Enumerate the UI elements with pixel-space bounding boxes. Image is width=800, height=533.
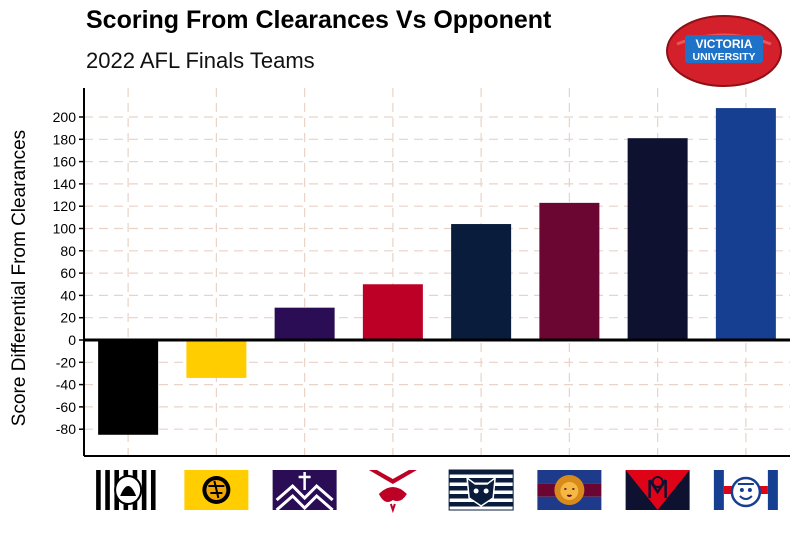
axes: [79, 88, 790, 457]
y-tick-label: 140: [53, 176, 77, 192]
team-logo-western-bulldogs-icon: [713, 470, 778, 510]
y-tick-label: 180: [53, 131, 77, 147]
logo-text-line1: VICTORIA: [695, 37, 752, 51]
team-logo-collingwood-icon: [96, 470, 156, 510]
bar-geelong: [451, 224, 512, 340]
y-tick-label: 160: [53, 154, 77, 170]
y-tick-label: 120: [53, 198, 77, 214]
y-tick-label: -20: [56, 354, 76, 370]
team-logo-brisbane-icon: [537, 470, 602, 510]
y-tick-label: 40: [60, 287, 76, 303]
bar-brisbane: [539, 202, 600, 340]
y-tick-label: -60: [56, 399, 76, 415]
victoria-university-logo: VICTORIA UNIVERSITY: [666, 15, 782, 87]
y-tick-label: -80: [56, 421, 76, 437]
team-logo-geelong-icon: [448, 469, 514, 511]
y-tick-label: -40: [56, 377, 76, 393]
bar-melbourne: [627, 138, 688, 340]
y-tick-labels: -80 -60 -40 -20 0 20 40 60 80 100 120 140 160 180 200: [53, 109, 77, 437]
x-axis-team-logos: [96, 469, 778, 514]
bar-fremantle: [274, 307, 335, 340]
y-tick-label: 60: [60, 265, 76, 281]
y-axis-label: Score Differential From Clearances: [9, 130, 30, 426]
chart-subtitle: 2022 AFL Finals Teams: [86, 48, 315, 73]
bars: [98, 108, 776, 435]
chart-title: Scoring From Clearances Vs Opponent: [86, 6, 552, 34]
logo-text-line2: UNIVERSITY: [692, 51, 755, 63]
y-tick-label: 100: [53, 221, 77, 237]
y-tick-label: 200: [53, 109, 77, 125]
bar-richmond: [186, 340, 247, 378]
team-logo-melbourne-icon: [625, 470, 690, 510]
y-tick-label: 20: [60, 310, 76, 326]
y-tick-label: 0: [68, 332, 76, 348]
bar-collingwood: [98, 340, 159, 435]
bar-western-bulldogs: [715, 108, 776, 340]
bar-sydney: [362, 284, 423, 340]
team-logo-richmond-icon: [184, 470, 249, 510]
team-logo-fremantle-icon: [272, 470, 337, 512]
team-logo-sydney-icon: [360, 470, 425, 514]
y-tick-label: 80: [60, 243, 76, 259]
